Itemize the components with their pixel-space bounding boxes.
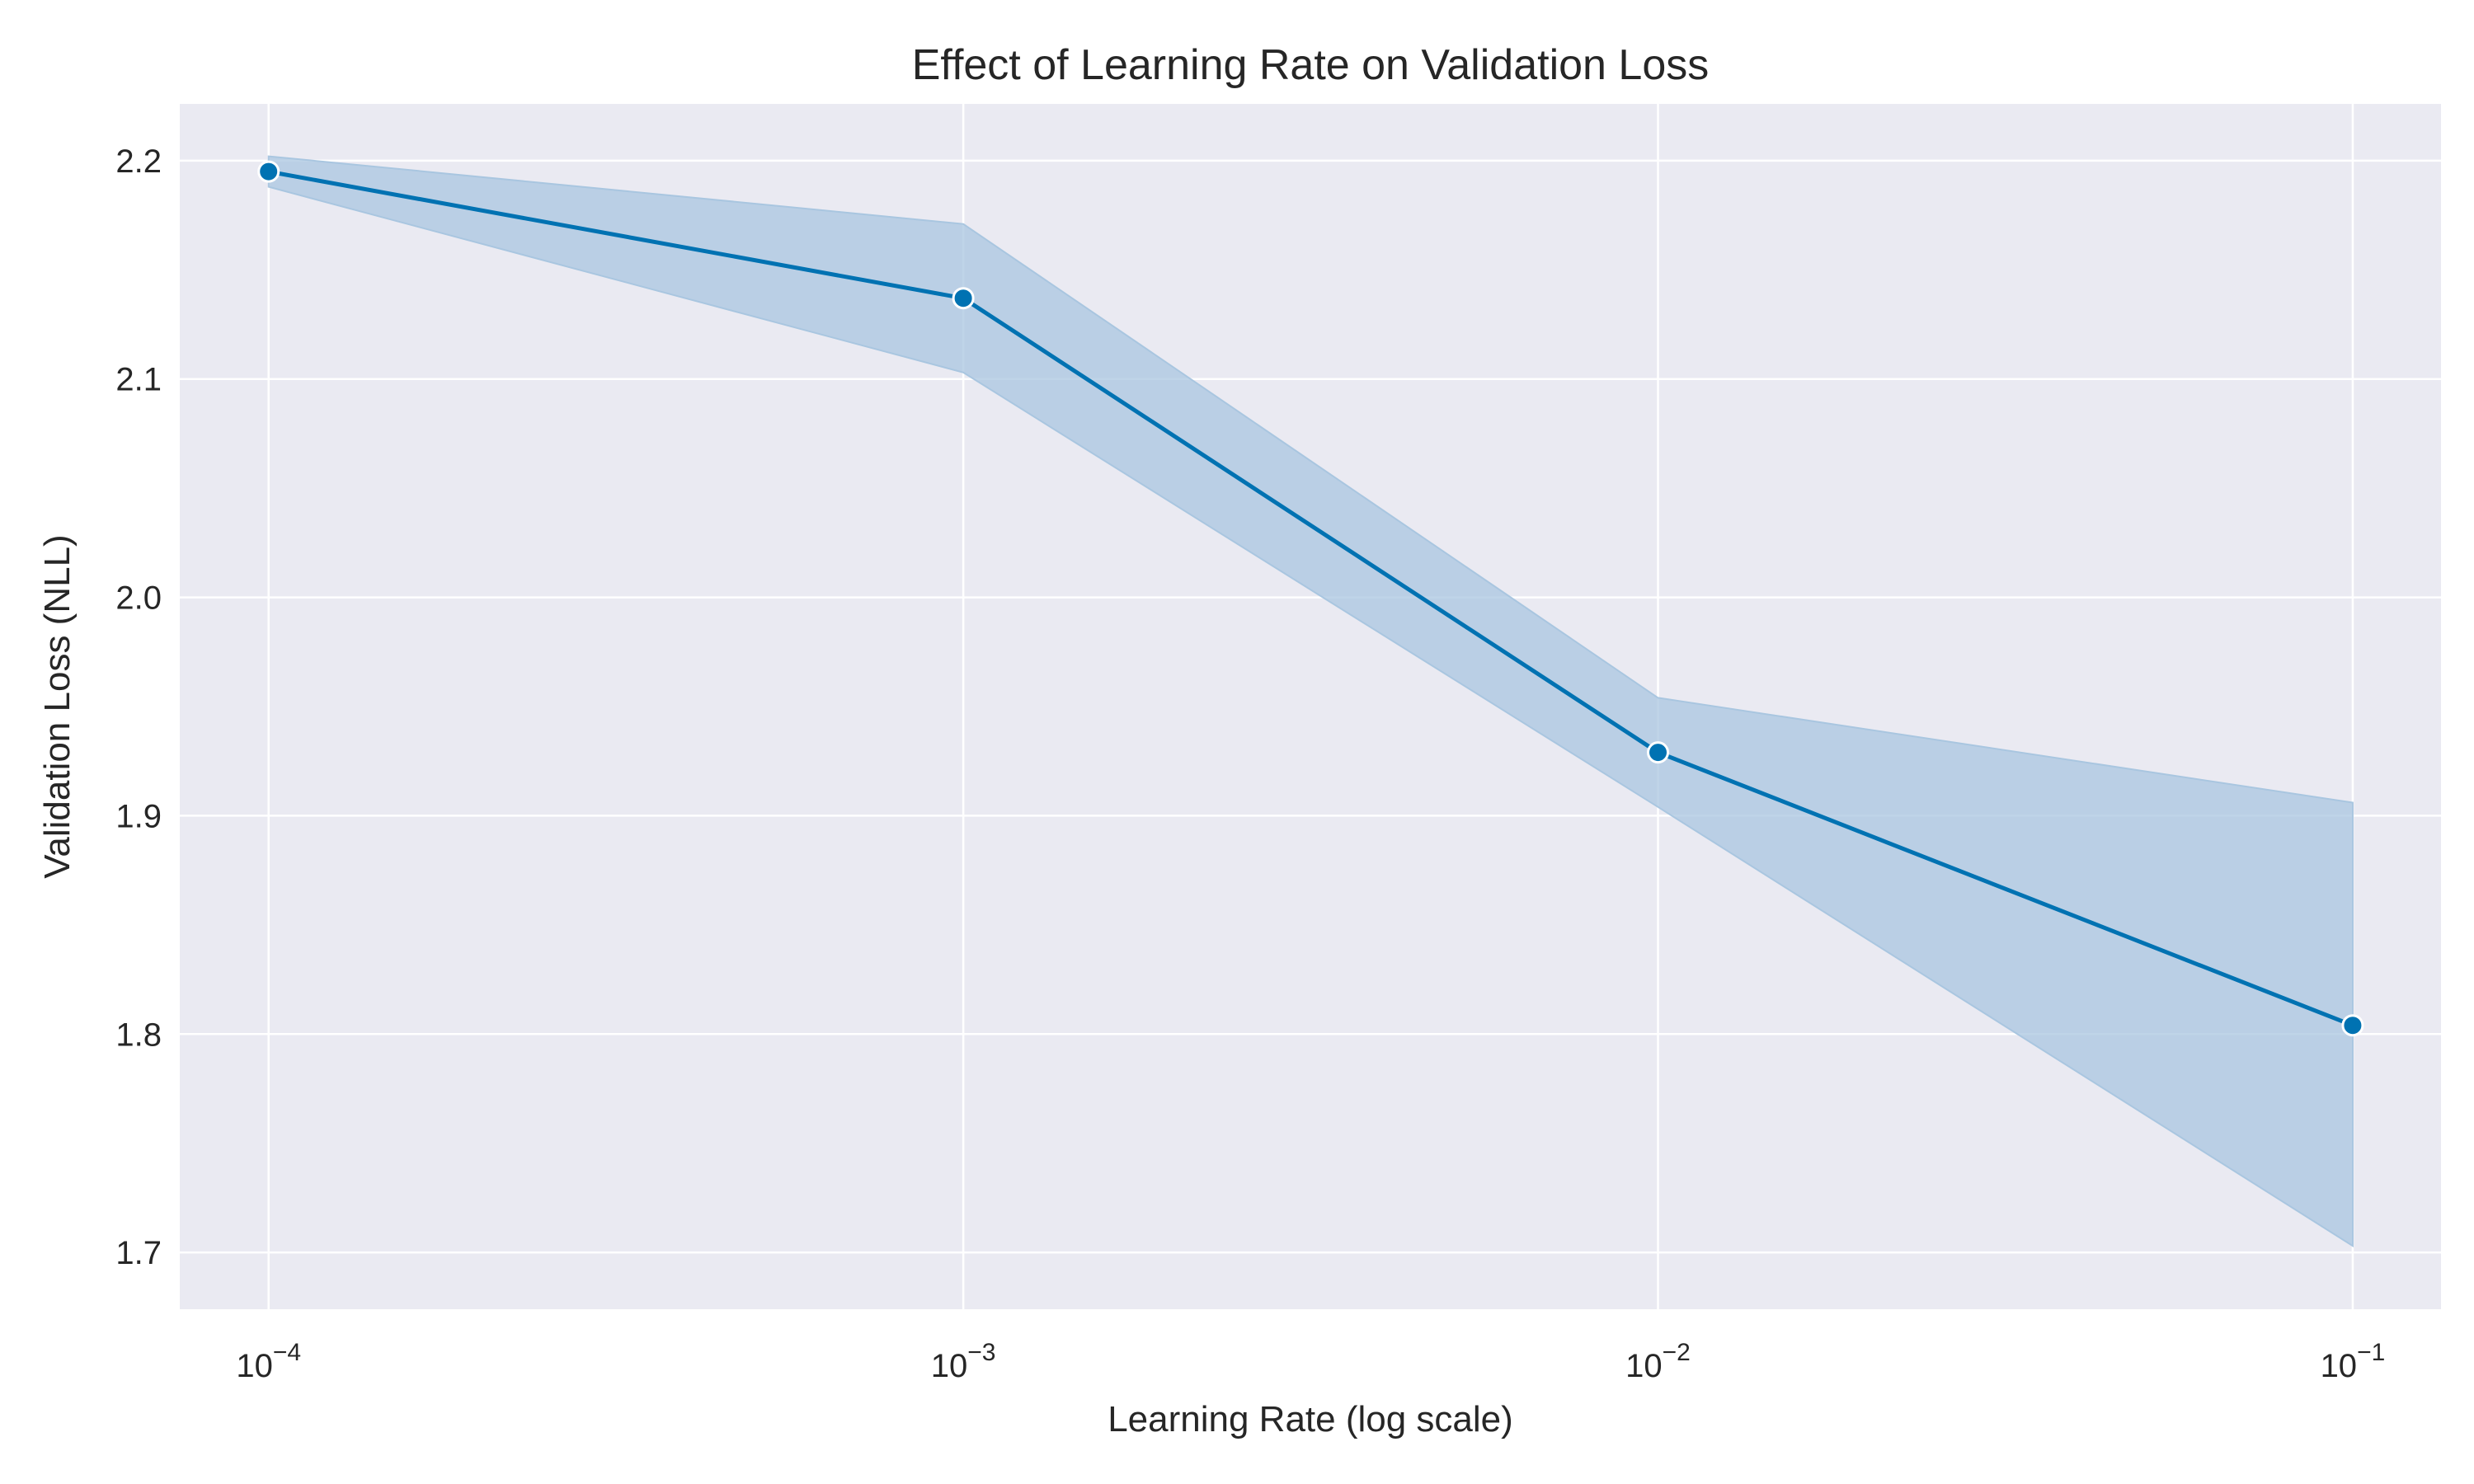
confidence-band-layer (267, 155, 2354, 1248)
x-tick-label-3: 10−1 (2321, 1339, 2386, 1384)
confidence-band (267, 155, 2354, 1248)
y-tick-label-4: 2.1 (115, 362, 162, 398)
y-tick-label-0: 1.7 (115, 1235, 162, 1271)
x-tick-label-0: 10−4 (236, 1339, 301, 1384)
data-point-1 (952, 287, 975, 310)
y-tick-label-5: 2.2 (115, 143, 162, 180)
y-axis-label: Validation Loss (NLL) (37, 534, 78, 878)
data-point-2 (1647, 741, 1670, 764)
x-tick-label-2: 10−2 (1625, 1339, 1691, 1384)
series-line (268, 169, 2354, 1028)
marker-layer (257, 160, 2364, 1037)
x-axis-label: Learning Rate (log scale) (1108, 1399, 1513, 1439)
data-point-0 (257, 160, 280, 183)
data-point-3 (2341, 1014, 2364, 1037)
plot-area (180, 104, 2441, 1309)
series-line-layer (268, 169, 2354, 1028)
chart-title: Effect of Learning Rate on Validation Lo… (912, 41, 1710, 89)
x-tick-label-1: 10−3 (931, 1339, 996, 1384)
x-tick-labels: 10−4 10−3 10−2 10−1 (236, 1339, 2385, 1384)
y-tick-label-3: 2.0 (115, 580, 162, 617)
y-tick-label-2: 1.9 (115, 798, 162, 834)
y-tick-label-1: 1.8 (115, 1017, 162, 1053)
y-tick-labels: 1.7 1.8 1.9 2.0 2.1 2.2 (115, 143, 162, 1271)
